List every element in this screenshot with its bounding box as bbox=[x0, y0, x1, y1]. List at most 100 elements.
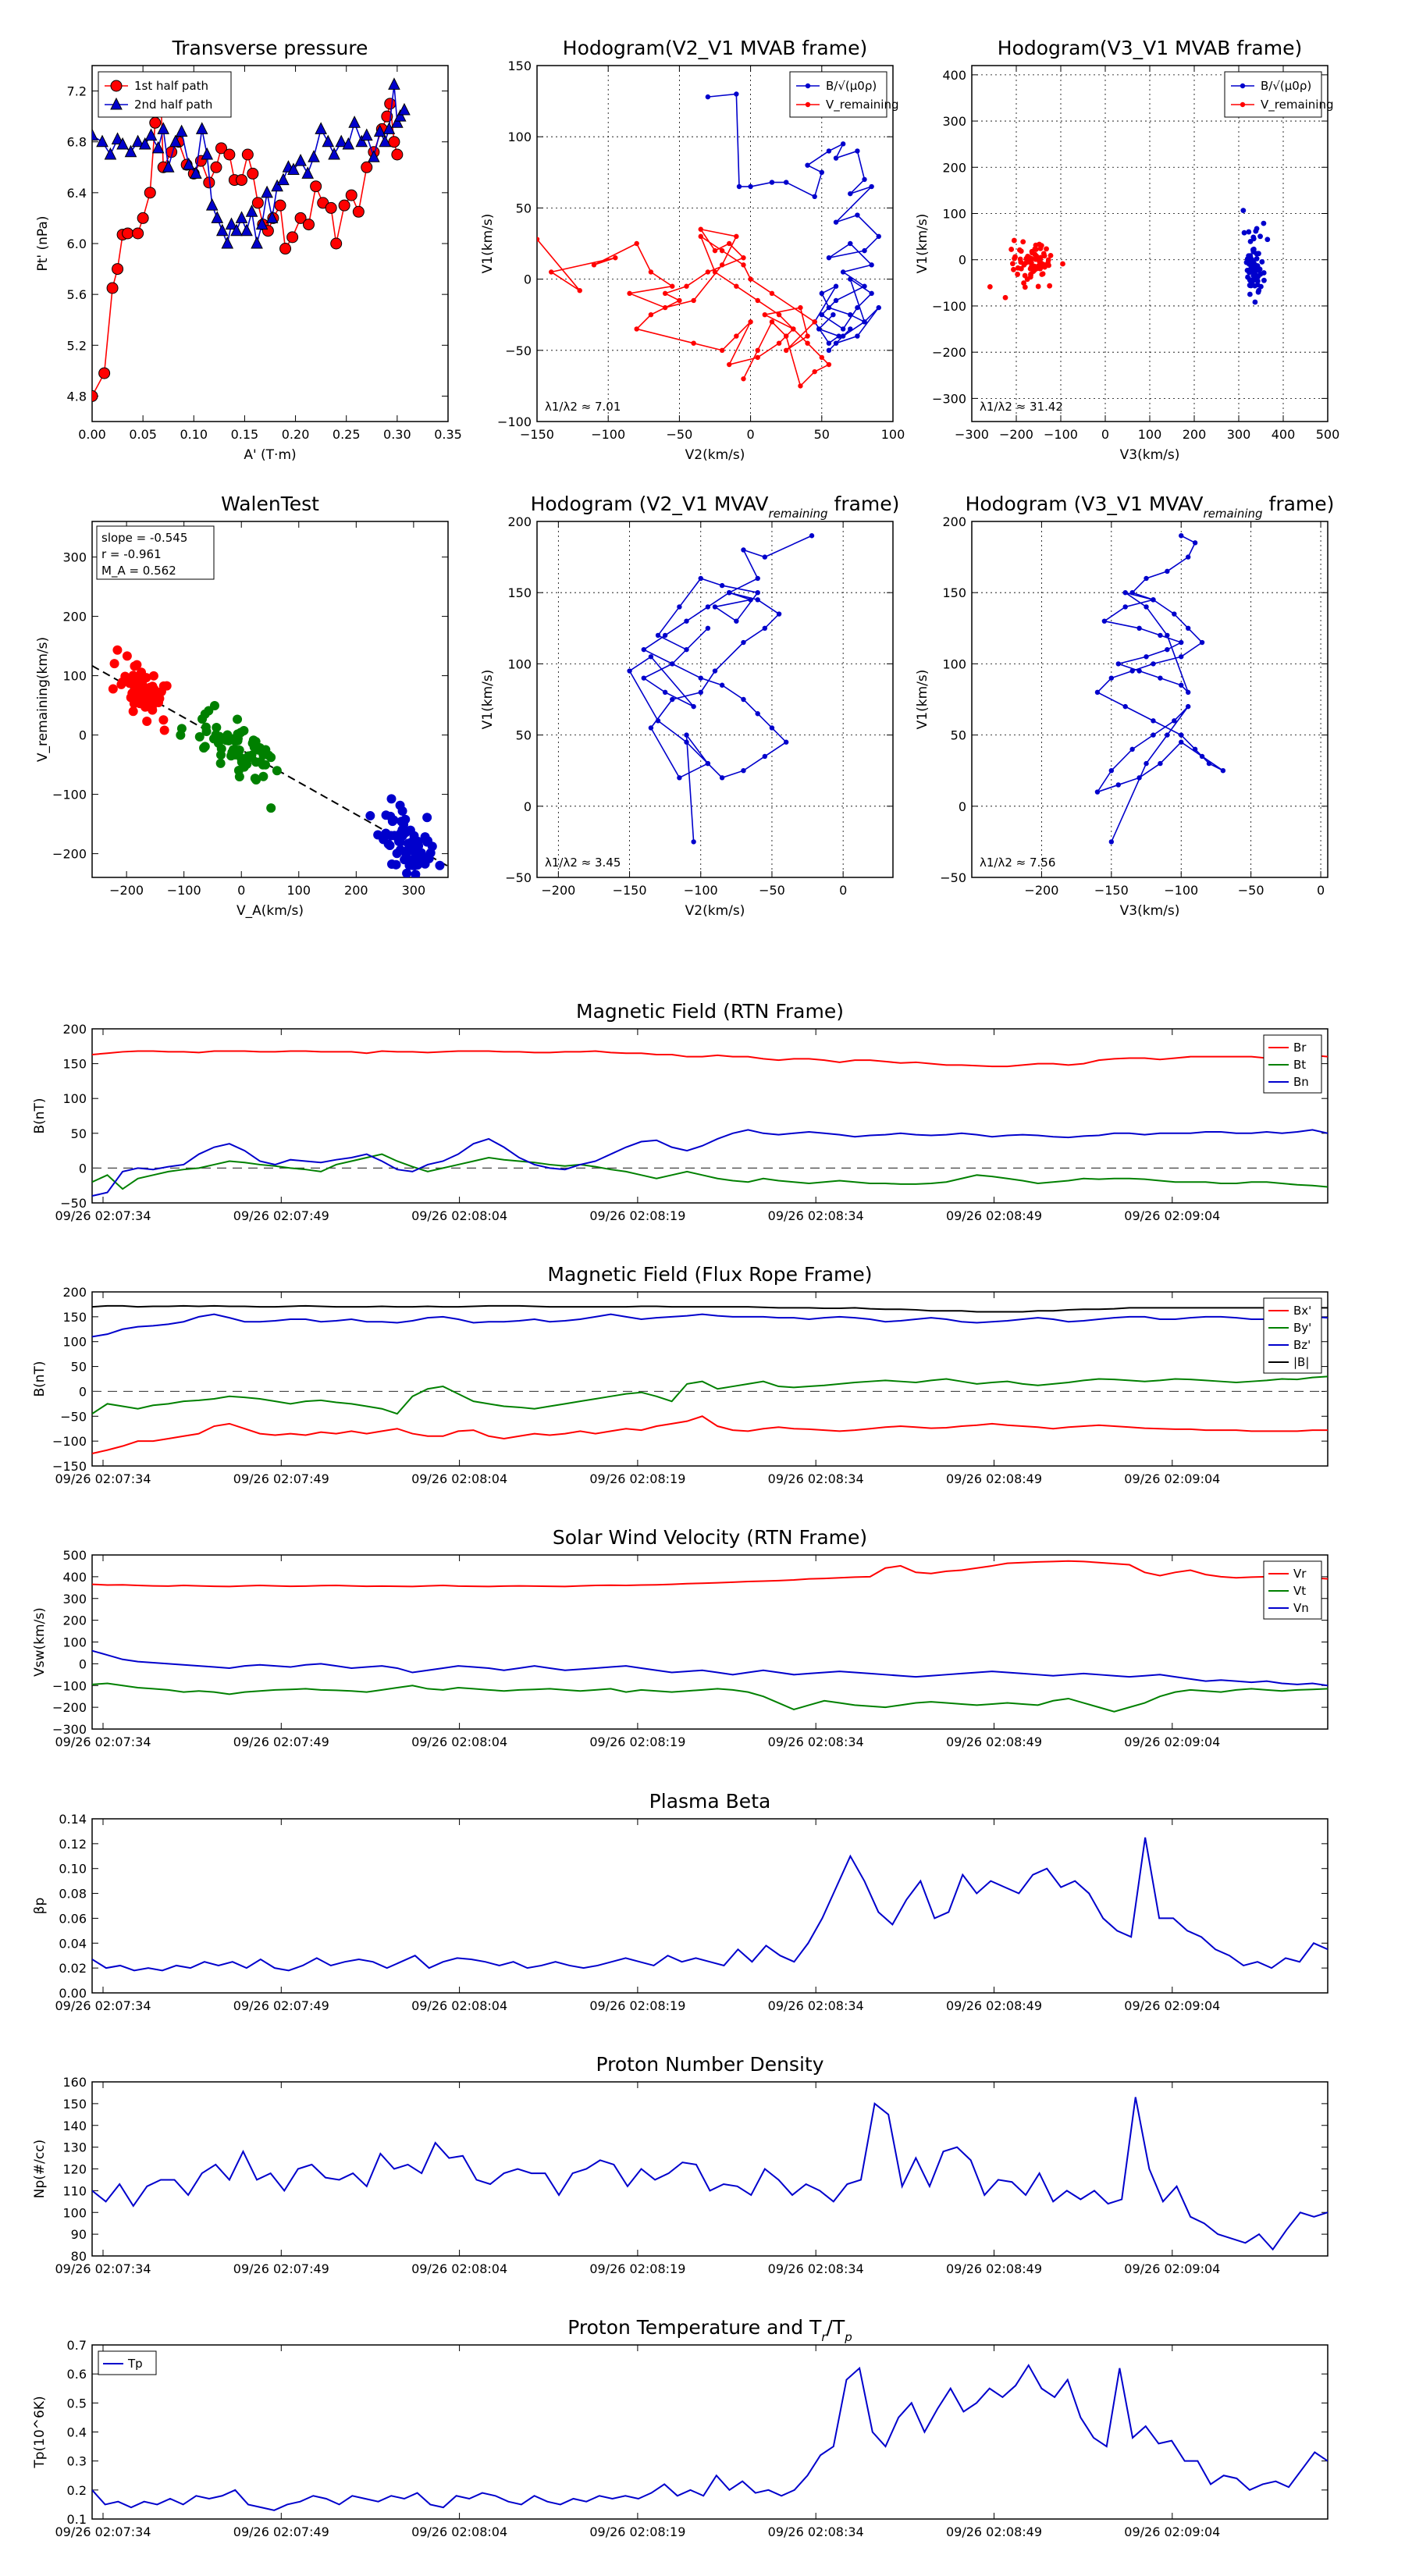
data-point bbox=[131, 685, 141, 696]
x-tick-label: 0 bbox=[839, 883, 847, 898]
x-tick-label: −200 bbox=[1024, 883, 1058, 898]
x-tick-label: 09/26 02:07:49 bbox=[233, 1998, 329, 2013]
x-tick-label: 09/26 02:08:34 bbox=[768, 1471, 864, 1486]
y-tick-label: 0.5 bbox=[67, 2396, 87, 2411]
data-point bbox=[648, 312, 654, 318]
chart-p6: Hodogram (V3_V1 MVAVremaining frame) −200… bbox=[915, 493, 1334, 919]
plot-title: Hodogram (V2_V1 MVAVremaining frame) bbox=[531, 493, 900, 521]
data-point bbox=[392, 831, 402, 841]
data-point bbox=[691, 340, 696, 346]
y-axis-label: B(nT) bbox=[32, 1098, 48, 1133]
series-line-Bt bbox=[92, 1153, 1328, 1190]
data-point bbox=[833, 155, 839, 161]
x-axis-label: V_A(km/s) bbox=[237, 903, 304, 919]
data-point bbox=[1094, 789, 1101, 795]
data-point bbox=[382, 122, 396, 134]
data-point bbox=[755, 354, 760, 361]
x-tick-label: 0.25 bbox=[333, 427, 361, 442]
data-point bbox=[148, 671, 158, 681]
y-tick-label: −100 bbox=[497, 415, 532, 429]
legend-label: Bx' bbox=[1293, 1304, 1311, 1318]
data-point bbox=[398, 102, 411, 116]
x-tick-label: −200 bbox=[109, 883, 144, 898]
data-point bbox=[322, 134, 335, 148]
data-point bbox=[123, 674, 133, 684]
data-point bbox=[836, 333, 841, 339]
data-point bbox=[98, 367, 111, 379]
y-tick-label: 400 bbox=[942, 68, 966, 83]
data-point bbox=[1179, 533, 1184, 539]
x-tick-label: 09/26 02:08:34 bbox=[768, 1208, 864, 1223]
legend-label: V_remaining bbox=[826, 98, 899, 112]
plot-frame bbox=[91, 2081, 1329, 2257]
data-point bbox=[130, 661, 140, 671]
data-point bbox=[111, 132, 124, 144]
x-tick-label: 09/26 02:09:04 bbox=[1124, 2261, 1220, 2276]
data-point bbox=[1254, 255, 1260, 262]
data-point bbox=[848, 312, 853, 318]
x-tick-label: 0.15 bbox=[231, 427, 259, 442]
y-tick-label: 160 bbox=[62, 2075, 87, 2090]
data-point bbox=[755, 297, 760, 304]
legend-label: Br bbox=[1293, 1041, 1307, 1055]
y-tick-label: 0 bbox=[524, 272, 532, 287]
x-tick-label: −50 bbox=[667, 427, 693, 442]
data-point bbox=[1254, 267, 1261, 273]
plot-area bbox=[92, 2364, 1328, 2511]
legend: Br Bt Bn bbox=[1263, 1034, 1322, 1094]
data-point bbox=[855, 148, 860, 154]
data-point bbox=[413, 837, 423, 847]
data-point bbox=[157, 122, 170, 134]
data-point bbox=[1192, 746, 1198, 753]
plot-area bbox=[537, 91, 881, 389]
y-axis-label: V1(km/s) bbox=[480, 670, 496, 730]
y-tick-label: 100 bbox=[62, 669, 87, 684]
series-line bbox=[628, 535, 813, 842]
data-point bbox=[128, 706, 138, 717]
chart-p4: WalenTest −200 −100 0 100 200 300 −200 −100 0 100 2… bbox=[35, 493, 449, 919]
data-point bbox=[816, 326, 822, 332]
legend-label: B/√(μ0ρ) bbox=[826, 79, 877, 93]
x-tick-label: 09/26 02:07:49 bbox=[233, 2524, 329, 2539]
data-point bbox=[1034, 265, 1040, 272]
data-point bbox=[386, 859, 397, 869]
data-point bbox=[1101, 618, 1108, 624]
data-point bbox=[741, 639, 746, 646]
data-point bbox=[741, 262, 746, 268]
x-tick-label: 09/26 02:08:19 bbox=[589, 1208, 685, 1223]
data-point bbox=[1192, 540, 1198, 546]
data-point bbox=[1250, 249, 1257, 254]
data-point bbox=[328, 147, 340, 160]
data-point bbox=[798, 383, 803, 389]
data-point bbox=[805, 101, 811, 108]
legend: B/√(μ0ρ) V_remaining bbox=[789, 71, 899, 118]
y-tick-label: 100 bbox=[62, 1091, 87, 1106]
annotation-text: λ1/λ2 ≈ 31.42 bbox=[980, 400, 1063, 414]
series-line-Br bbox=[92, 1050, 1328, 1068]
x-tick-label: 09/26 02:09:04 bbox=[1124, 1735, 1220, 1749]
data-point bbox=[698, 226, 703, 232]
data-point bbox=[1247, 282, 1253, 288]
series-1 bbox=[537, 226, 832, 389]
series-line-Bx' bbox=[92, 1415, 1328, 1455]
y-tick-label: 200 bbox=[62, 1022, 87, 1037]
x-tick-label: 09/26 02:08:34 bbox=[768, 1998, 864, 2013]
data-point bbox=[110, 97, 123, 110]
data-point bbox=[762, 312, 768, 318]
data-point bbox=[1220, 768, 1226, 774]
y-axis-label: Np(#/cc) bbox=[32, 2140, 48, 2198]
y-tick-label: 0 bbox=[959, 799, 966, 814]
data-point bbox=[1040, 251, 1047, 257]
data-point bbox=[132, 227, 144, 240]
data-point bbox=[361, 161, 373, 173]
data-point bbox=[719, 247, 725, 254]
data-point bbox=[698, 233, 703, 240]
data-point bbox=[96, 134, 108, 148]
data-point bbox=[627, 290, 632, 297]
x-tick-label: 09/26 02:08:04 bbox=[411, 2261, 507, 2276]
data-point bbox=[190, 166, 202, 179]
x-tick-label: −150 bbox=[520, 427, 554, 442]
x-tick-label: 09/26 02:08:49 bbox=[946, 1471, 1042, 1486]
y-tick-label: −200 bbox=[52, 847, 87, 862]
x-tick-label: 500 bbox=[1316, 427, 1340, 442]
